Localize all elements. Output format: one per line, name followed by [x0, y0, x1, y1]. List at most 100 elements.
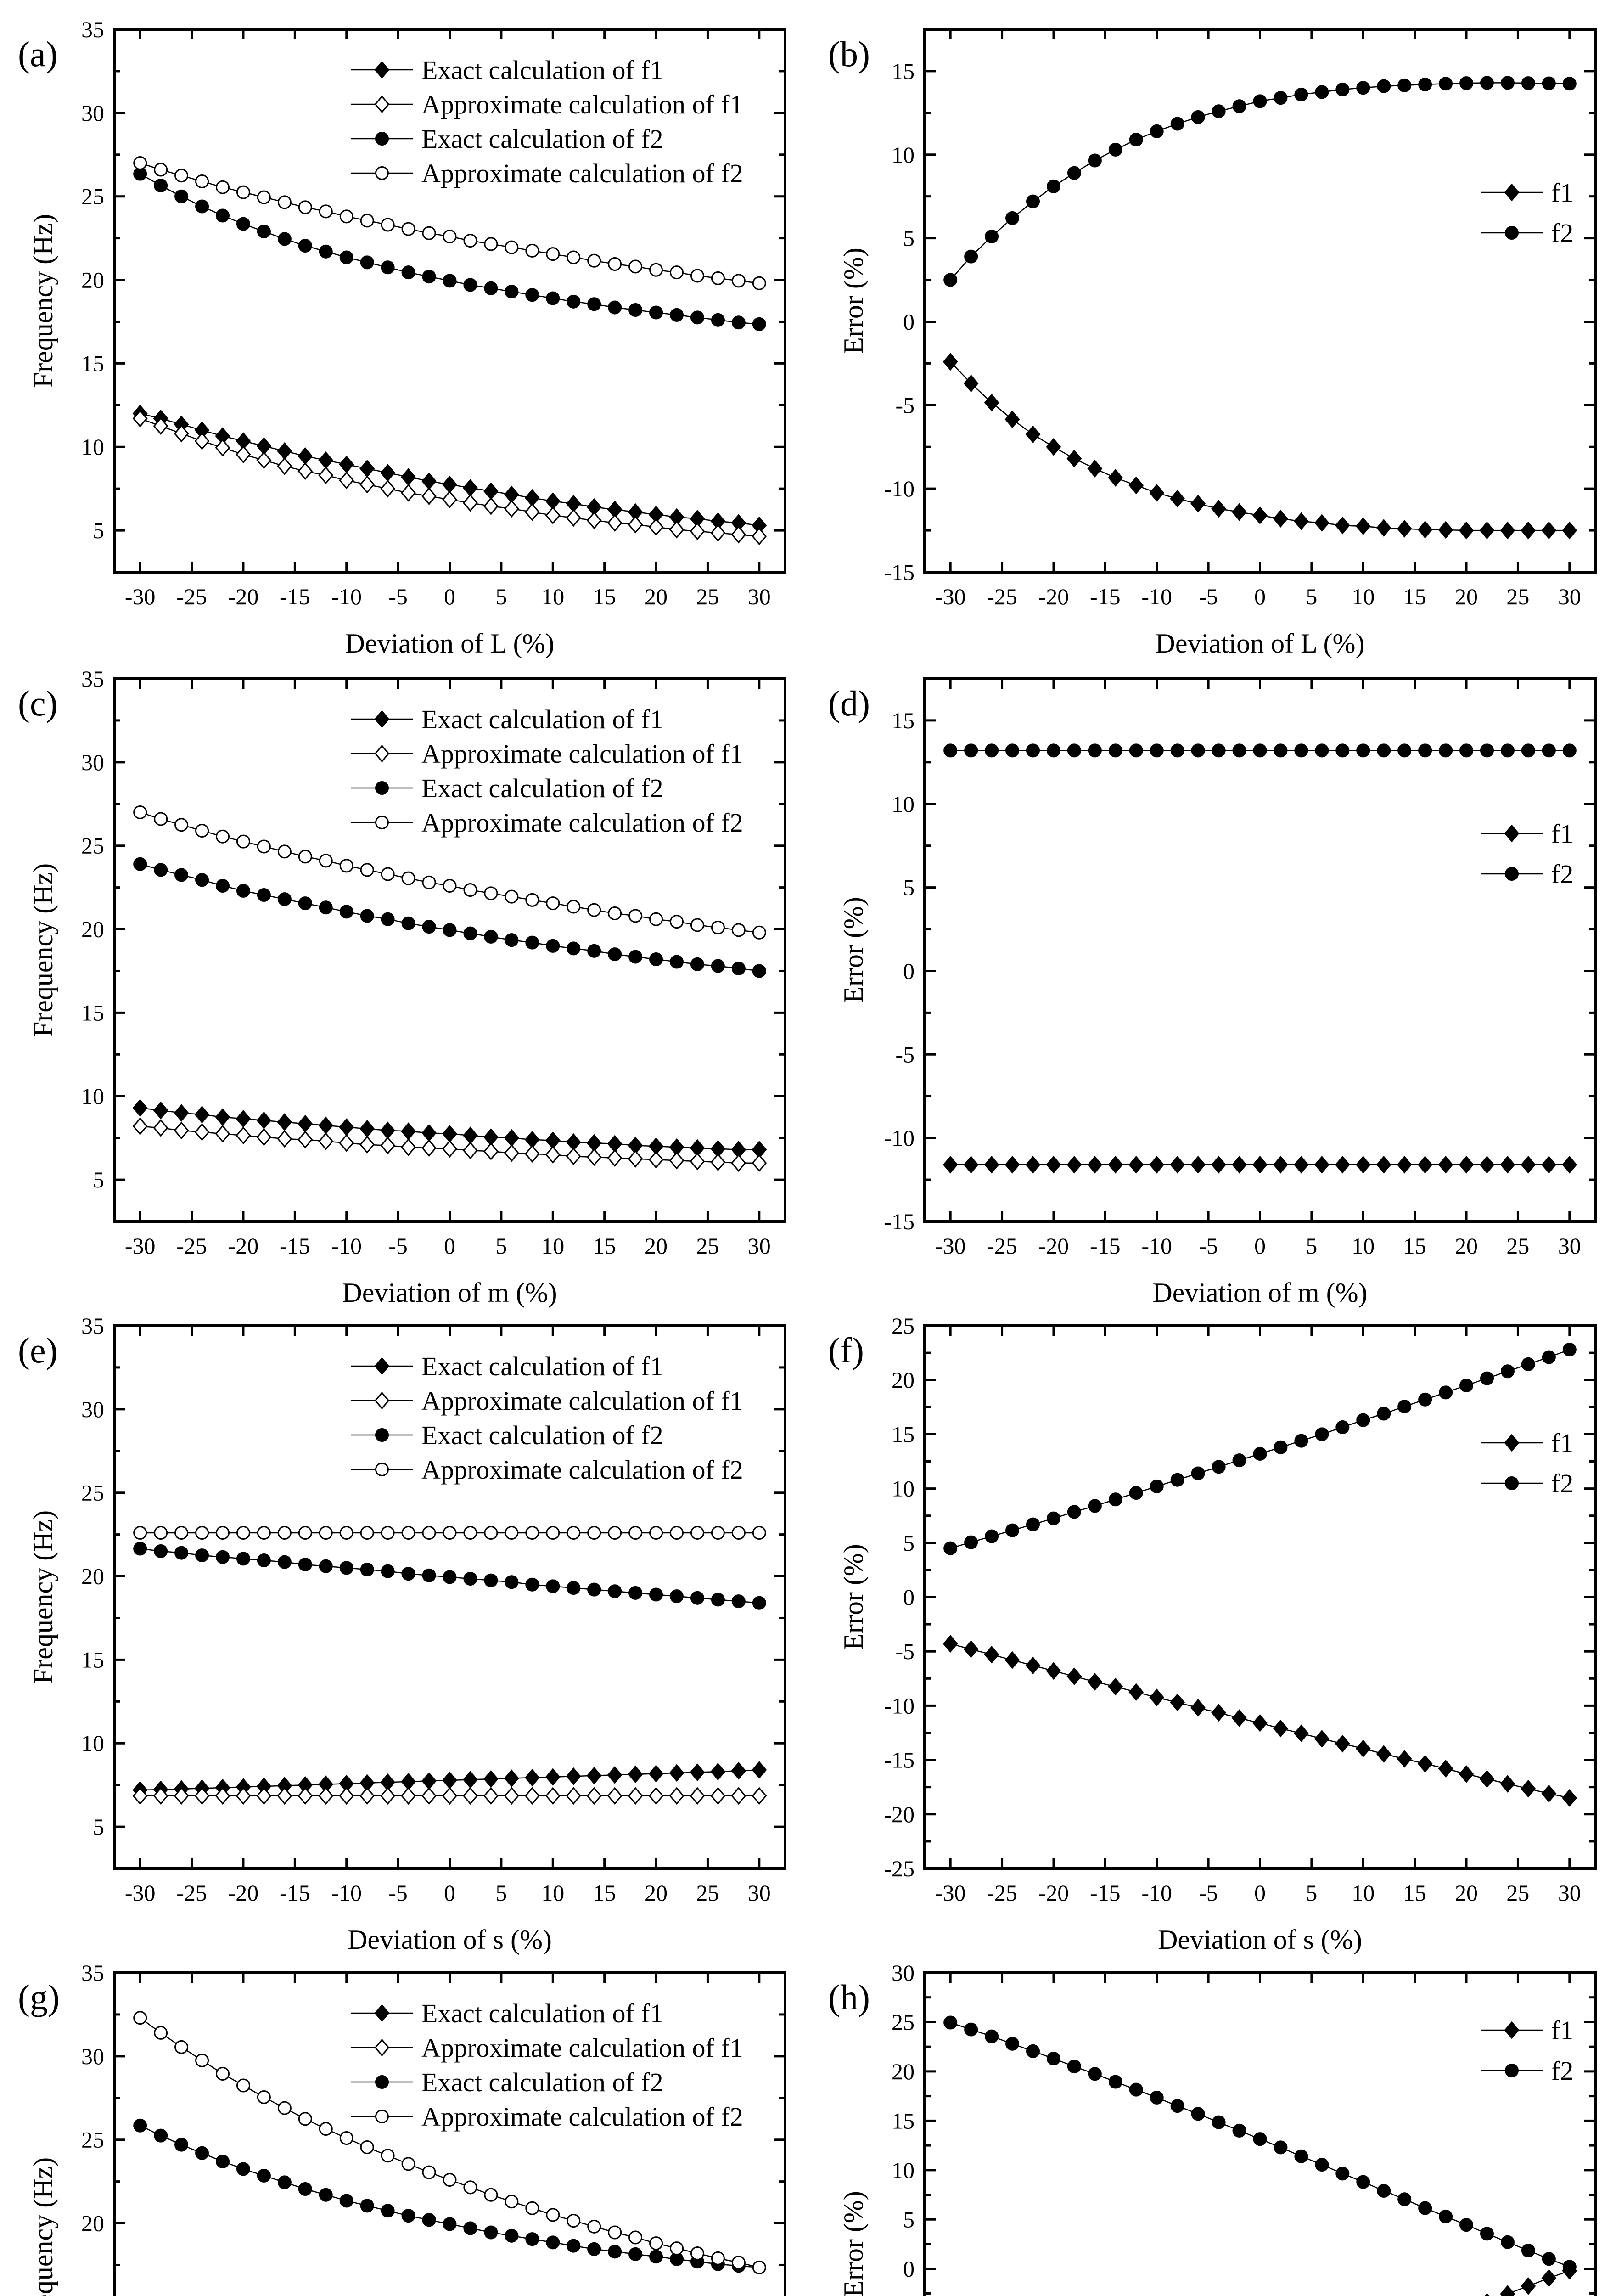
data-point	[1315, 743, 1329, 758]
data-point	[195, 174, 209, 188]
data-point	[1397, 520, 1412, 538]
data-point	[608, 1584, 622, 1598]
x-axis-label: Deviation of m (%)	[342, 1277, 557, 1308]
data-point	[1459, 1379, 1474, 1393]
data-point	[1314, 1156, 1330, 1174]
data-point	[607, 1787, 623, 1805]
data-point	[649, 2250, 663, 2264]
data-point	[1191, 2107, 1205, 2121]
data-point	[628, 1525, 643, 1540]
legend-label: Approximate calculation of f1	[421, 2033, 743, 2063]
data-point	[1335, 516, 1350, 535]
plot-frame	[923, 677, 1597, 1223]
data-point	[401, 468, 416, 486]
data-point	[1438, 1760, 1453, 1778]
data-point	[587, 2242, 601, 2256]
data-point	[216, 2067, 230, 2081]
data-point	[1025, 1156, 1041, 1174]
data-point	[1005, 743, 1020, 758]
data-point	[1025, 1656, 1041, 1675]
data-point	[1129, 1486, 1143, 1500]
x-tick-label: 15	[593, 1880, 616, 1906]
data-point	[1191, 1466, 1205, 1480]
series-circle-open	[133, 1525, 766, 1540]
data-point	[1252, 1156, 1268, 1174]
series-line	[950, 82, 1570, 281]
y-tick-label: 10	[892, 2157, 915, 2183]
y-tick-label: -10	[884, 476, 915, 501]
data-point	[525, 893, 539, 907]
data-point	[319, 2188, 333, 2202]
data-point	[463, 883, 477, 897]
legend-label: Approximate calculation of f1	[421, 90, 743, 119]
data-point	[339, 471, 354, 490]
data-point	[194, 1123, 210, 1141]
x-tick-label: 0	[444, 584, 455, 609]
data-point	[711, 1593, 725, 1607]
x-tick-label: -15	[1090, 1880, 1121, 1906]
data-point	[484, 2225, 498, 2240]
y-tick-label: 5	[903, 2206, 915, 2232]
data-point	[380, 1787, 396, 1805]
data-point	[1087, 1156, 1103, 1174]
data-point	[711, 313, 725, 327]
data-point	[752, 1154, 767, 1172]
series-circle-filled	[943, 2015, 1577, 2274]
x-tick-label: 10	[541, 1233, 564, 1259]
data-point	[566, 1787, 581, 1805]
data-point	[133, 2118, 147, 2133]
y-axis-label: Error (%)	[838, 897, 869, 1003]
data-point	[154, 1525, 168, 1540]
data-point	[174, 1525, 189, 1540]
data-point	[1542, 1350, 1556, 1364]
x-tick-label: 10	[541, 584, 564, 609]
data-point	[1315, 2157, 1329, 2172]
data-point	[505, 284, 519, 298]
data-point	[1356, 1413, 1370, 1427]
data-point	[153, 1119, 168, 1137]
panel-label: (b)	[828, 34, 870, 74]
data-point	[710, 524, 726, 542]
y-tick-label: -15	[884, 1209, 915, 1234]
y-tick-label: -10	[884, 1125, 915, 1151]
legend-label: f2	[1551, 218, 1573, 248]
data-point	[752, 2260, 766, 2274]
data-point	[484, 2188, 498, 2202]
x-tick-label: 30	[748, 1880, 771, 1906]
data-point	[216, 2154, 230, 2168]
data-point	[1521, 2277, 1536, 2295]
data-point	[587, 297, 601, 311]
data-point	[195, 823, 209, 838]
y-tick-label: 15	[892, 2108, 915, 2133]
data-point	[257, 839, 271, 854]
data-point	[236, 1126, 251, 1145]
x-tick-label: 0	[1254, 1233, 1266, 1259]
data-point	[195, 199, 209, 214]
x-tick-label: 25	[696, 1880, 719, 1906]
data-point	[649, 1525, 663, 1540]
data-point	[422, 875, 436, 889]
data-point	[1211, 1156, 1227, 1174]
data-point	[277, 1130, 292, 1148]
data-point	[1377, 743, 1391, 758]
data-point	[1335, 1156, 1350, 1174]
data-point	[381, 912, 395, 926]
y-tick-label: 5	[903, 875, 915, 900]
data-point	[153, 417, 168, 435]
data-point	[1459, 1765, 1474, 1783]
data-point	[608, 2225, 622, 2240]
legend-label: f2	[1551, 1469, 1573, 1498]
y-tick-label: 5	[93, 518, 104, 543]
data-point	[608, 1525, 622, 1540]
legend-marker-diamond-filled	[374, 61, 390, 79]
data-point	[1439, 743, 1453, 758]
y-tick-label: 15	[892, 708, 915, 733]
data-point	[1150, 1479, 1164, 1493]
data-point	[1067, 2060, 1081, 2074]
data-point	[710, 1762, 726, 1781]
data-point	[690, 1591, 704, 1605]
data-point	[1479, 521, 1495, 540]
data-point	[608, 947, 622, 962]
data-point	[1377, 2183, 1391, 2198]
